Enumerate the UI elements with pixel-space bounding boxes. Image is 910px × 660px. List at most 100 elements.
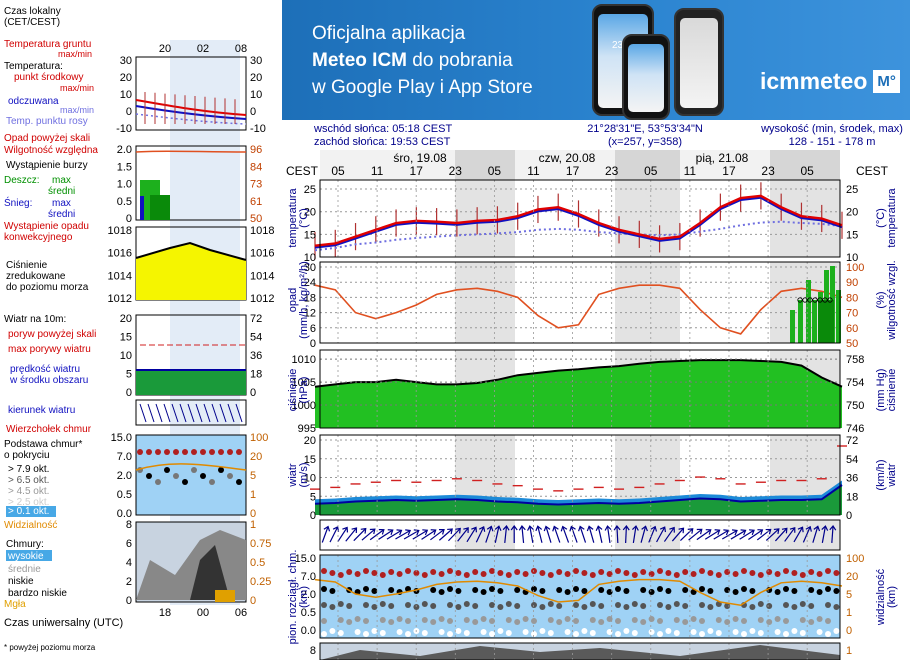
wind-arrow	[321, 525, 331, 543]
rain-bar	[806, 280, 811, 343]
legend-wind-arrow	[155, 403, 163, 423]
cloud-base-dot	[657, 631, 663, 637]
wind-arrow-head	[641, 525, 648, 532]
night-band	[615, 180, 680, 257]
panel-frame	[319, 261, 841, 344]
sunrise-text: wschód słońca: 05:18 CEST	[313, 123, 452, 135]
wind-arrow-shaft	[588, 527, 595, 543]
legend-cov3: > 4.5 okt.	[8, 486, 49, 497]
cloud-base-dot	[405, 568, 411, 574]
night-band-header	[455, 150, 515, 180]
cloud-base-dot	[631, 617, 638, 623]
legend-pressure: Ciśnienie zredukowane do poziomu morza	[6, 260, 89, 293]
legend-panel-frame	[135, 145, 247, 221]
legend-precip-over-scale: Opad powyżej skali	[4, 133, 90, 144]
wind-arrow-shaft	[485, 527, 492, 543]
legend-wind-area	[136, 370, 246, 395]
legend-rain-mean	[150, 195, 170, 220]
banner-line2: Meteo ICM do pobrania	[312, 47, 533, 74]
wind-tick-right: 72	[846, 435, 858, 447]
axis-label-right-cloudbase-line: (km)	[886, 586, 898, 608]
app-promo-banner[interactable]: Oficjalna aplikacja Meteo ICM do pobrani…	[282, 0, 910, 120]
cloud-base-dot	[447, 568, 453, 574]
phone-temp: 23°	[612, 40, 628, 51]
legend-wind-arrow	[171, 403, 179, 423]
cloud-base-dot	[808, 603, 815, 609]
cloud-base-dot	[337, 572, 344, 578]
cloud-base-dot	[648, 571, 655, 577]
thunder-marker	[807, 297, 813, 303]
cloud-base-dot	[337, 601, 344, 607]
cloud-base-dot	[497, 570, 504, 576]
wind-arrow-head	[527, 525, 534, 531]
cloud-base-dot	[791, 570, 798, 576]
wind-arrow-head	[669, 526, 675, 533]
legend-wind-arrow	[187, 403, 195, 423]
wind-arrow	[535, 525, 543, 543]
cloud-base-dot	[388, 569, 395, 575]
legend-cb-dot	[218, 467, 224, 473]
cloudbase-tick-left: 0.0	[301, 625, 316, 637]
wind-arrow	[552, 525, 561, 543]
legend-tick: 1014	[108, 270, 132, 282]
cloud-base-dot	[732, 629, 739, 635]
sunset-text: zachód słońca: 19:53 CEST	[314, 136, 451, 148]
wind-arrow-head	[797, 526, 804, 533]
hour-tick: 05	[488, 164, 502, 178]
legend-tick: -10	[250, 123, 266, 135]
legend-local-tick: 20	[159, 43, 171, 55]
rain-bar	[798, 300, 803, 343]
wind-arrow-shaft	[353, 528, 366, 542]
cloud-base-dot	[421, 601, 428, 607]
legend-low: niskie	[8, 576, 34, 587]
tz-right: CEST	[856, 164, 889, 178]
wind-arrow	[802, 525, 812, 543]
cloud-base-dot	[623, 588, 630, 594]
wind-arrow-head	[378, 529, 385, 535]
wind-arrow-shaft	[607, 526, 611, 544]
legend-cloud-base: Podstawa chmur* o pokryciu	[4, 439, 82, 461]
wind-arrow	[774, 527, 788, 542]
pressure-tick-left: 1000	[292, 400, 316, 412]
wind-arrow-shaft	[494, 527, 500, 543]
cloud-base-dot	[757, 572, 764, 578]
legend-tick: 8	[126, 519, 132, 531]
cloud-base-dot	[438, 616, 445, 622]
cloud-base-dot	[430, 619, 437, 625]
cloud-base-dot	[690, 571, 697, 577]
cloud-base-dot	[715, 572, 722, 578]
cloud-base-dot	[480, 571, 487, 577]
cloud-base-dot	[682, 569, 689, 575]
cloud-base-dot	[682, 603, 689, 609]
grid-text: (x=257, y=358)	[608, 136, 682, 148]
wind-arrow-shaft	[369, 529, 384, 541]
wind-arrow-head	[422, 529, 429, 536]
cloud-base-dot	[363, 568, 369, 574]
legend-cb-dot	[218, 449, 224, 455]
temp-tick-right: 10	[846, 252, 858, 264]
legend-temp-line	[135, 99, 247, 116]
wind-arrow	[586, 525, 595, 543]
cloud-base-dot	[354, 629, 361, 635]
cloud-base-dot	[573, 602, 579, 608]
cloud-base-dot	[799, 617, 806, 623]
wind-arrow-head	[543, 525, 551, 532]
cloud-base-dot	[522, 629, 529, 635]
cloud-base-dot	[615, 586, 621, 592]
cloud-base-dot	[715, 617, 722, 623]
wind-arrow-shaft	[329, 527, 338, 543]
cloud-base-dot	[623, 604, 630, 610]
wind-arrow-head	[387, 529, 394, 535]
wind-arrow	[543, 525, 552, 543]
cloud-base-dot	[329, 570, 336, 576]
cloudbase-tick-left: 0.5	[301, 607, 316, 619]
legend-precip-occurrence-line: Wystąpienie opadu	[4, 221, 89, 232]
wind-arrow	[704, 529, 721, 540]
wind-arrow-shaft	[579, 527, 587, 543]
wind-arrow	[510, 525, 518, 544]
legend-wind-arrow	[203, 403, 211, 423]
cloud-base-dot	[388, 619, 395, 625]
rain-mean-bar	[818, 300, 834, 343]
cloud-base-dot	[816, 629, 823, 635]
cloud-base-dot	[573, 618, 579, 624]
